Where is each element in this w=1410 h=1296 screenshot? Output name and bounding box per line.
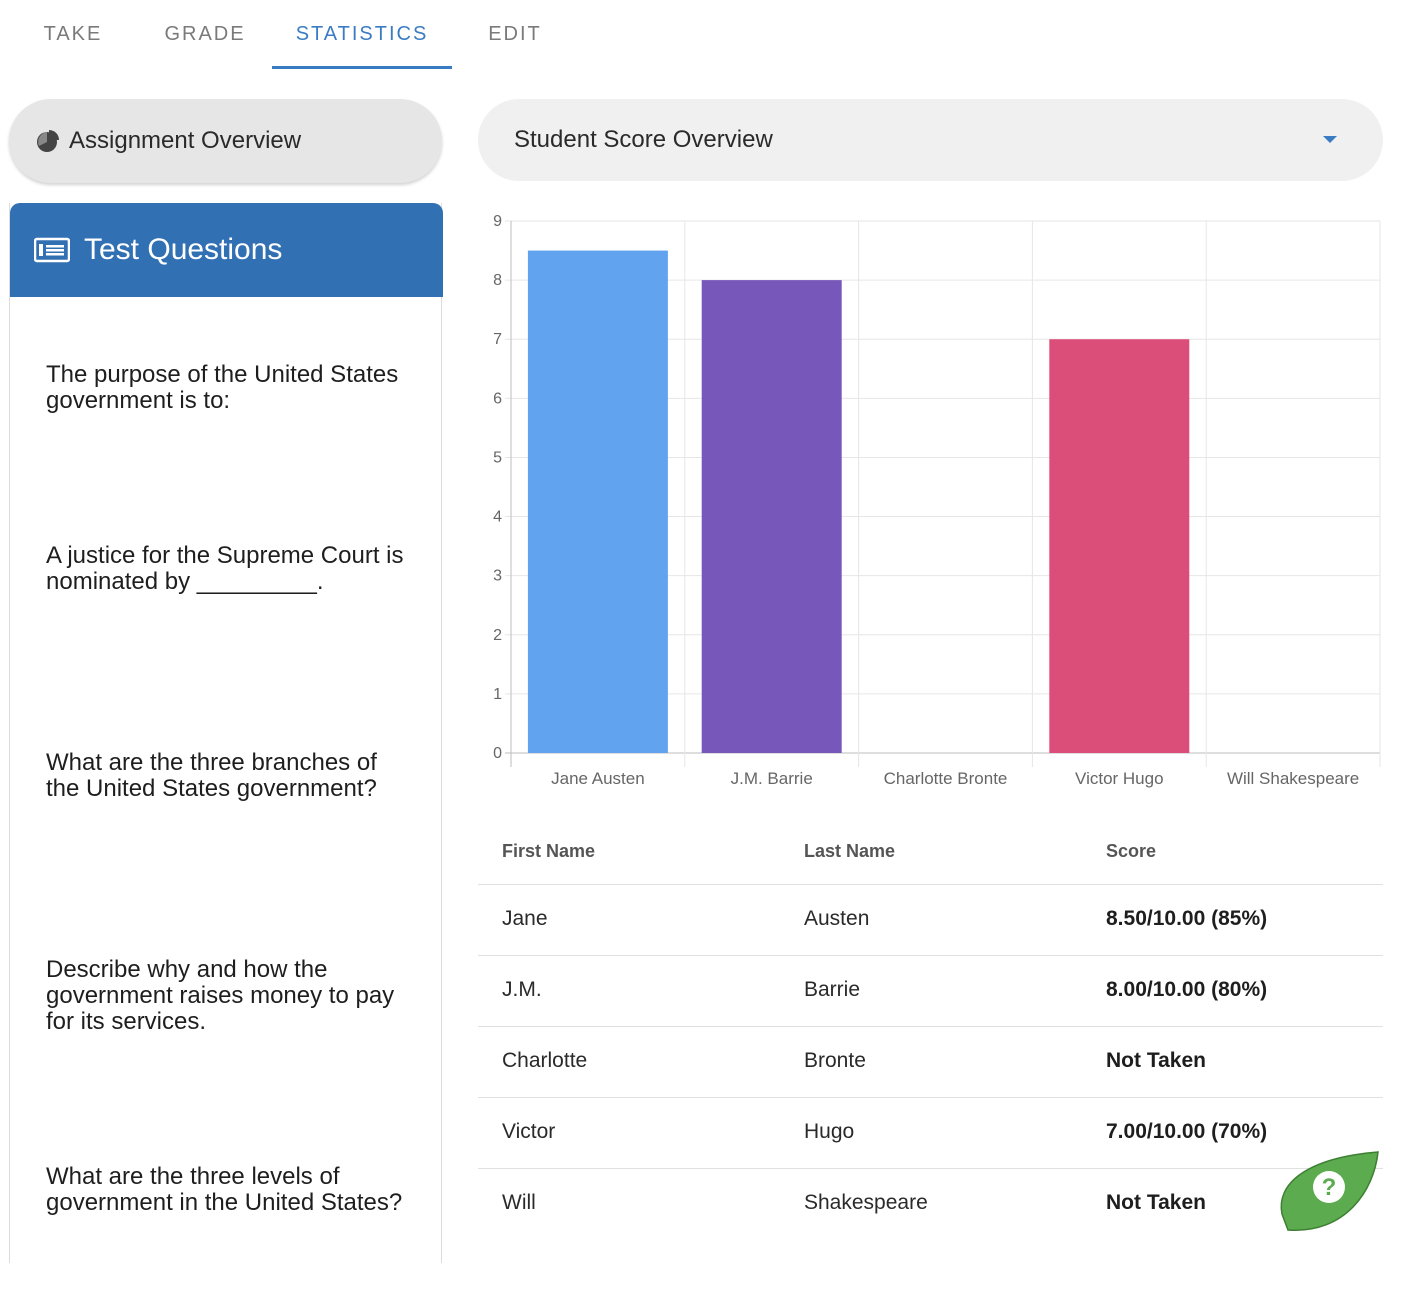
table-row: Jane Austen 8.50/10.00 (85%)	[478, 885, 1383, 956]
y-tick-label: 2	[493, 627, 502, 644]
first-name-cell: J.M.	[502, 978, 542, 1001]
first-name-cell: Will	[502, 1191, 536, 1214]
y-tick-label: 7	[493, 331, 502, 348]
score-cell: Not Taken	[1106, 1049, 1206, 1072]
active-tab-indicator	[272, 66, 452, 69]
question-item[interactable]: The purpose of the United States governm…	[46, 361, 399, 414]
x-tick-label: J.M. Barrie	[731, 769, 813, 788]
svg-text:?: ?	[1322, 1174, 1337, 1201]
table-header: First Name Last Name Score	[478, 815, 1383, 885]
bar	[701, 280, 842, 753]
student-score-chart-svg: 0 1 2 3 4 5 6 7 8 9 Jane Austen J.M. Barrie Charlott…	[493, 213, 1381, 788]
first-name-cell: Victor	[502, 1120, 556, 1143]
y-tick-label: 8	[493, 272, 502, 289]
question-item[interactable]: Describe why and how the government rais…	[46, 956, 395, 1035]
y-tick-label: 6	[493, 390, 502, 407]
bar	[1049, 339, 1190, 753]
score-cell: 7.00/10.00 (70%)	[1106, 1120, 1268, 1143]
score-overview-select[interactable]: Student Score Overview	[478, 99, 1383, 181]
x-tick-label: Victor Hugo	[1075, 769, 1164, 788]
y-tick-label: 5	[493, 449, 502, 466]
score-cell: Not Taken	[1106, 1191, 1206, 1214]
y-tick-label: 3	[493, 568, 502, 585]
first-name-cell: Charlotte	[502, 1049, 588, 1072]
table-row: Will Shakespeare Not Taken	[478, 1169, 1383, 1240]
caret-down-icon	[1323, 136, 1337, 143]
bar	[527, 250, 668, 754]
last-name-cell: Austen	[804, 907, 870, 930]
questions-panel: Test Questions The purpose of the United…	[9, 203, 443, 1263]
score-cell: 8.50/10.00 (85%)	[1106, 907, 1268, 930]
first-name-cell: Jane	[502, 907, 548, 930]
last-name-cell: Bronte	[804, 1049, 866, 1072]
help-button[interactable]: ?	[1276, 1150, 1380, 1234]
tab-statistics[interactable]: STATISTICS	[295, 23, 429, 45]
help-question-icon: ?	[1313, 1171, 1345, 1203]
questions-panel-title: Test Questions	[84, 233, 283, 266]
assignment-overview-button[interactable]: Assignment Overview	[9, 99, 442, 183]
y-tick-label: 1	[493, 686, 502, 703]
y-tick-label: 4	[493, 509, 502, 526]
student-score-chart: 0 1 2 3 4 5 6 7 8 9 Jane Austen J.M. Barrie Charlott…	[478, 205, 1388, 805]
question-item[interactable]: What are the three levels of government …	[46, 1163, 403, 1216]
tab-take[interactable]: TAKE	[43, 23, 103, 45]
table-row: Charlotte Bronte Not Taken	[478, 1027, 1383, 1098]
last-name-cell: Barrie	[804, 978, 861, 1001]
y-tick-label: 0	[493, 745, 502, 762]
last-name-cell: Shakespeare	[804, 1191, 928, 1214]
tab-edit[interactable]: EDIT	[488, 23, 542, 45]
y-tick-label: 9	[493, 213, 502, 230]
x-tick-label: Will Shakespeare	[1227, 769, 1359, 788]
score-cell: 8.00/10.00 (80%)	[1106, 978, 1268, 1001]
header-first-name: First Name	[502, 841, 596, 861]
table-row: Victor Hugo 7.00/10.00 (70%)	[478, 1098, 1383, 1169]
question-item[interactable]: What are the three branches of the Unite…	[46, 749, 377, 802]
assignment-overview-label: Assignment Overview	[69, 127, 302, 154]
questions-panel-header: Test Questions	[10, 203, 443, 297]
score-overview-selected: Student Score Overview	[514, 126, 773, 153]
last-name-cell: Hugo	[804, 1120, 855, 1143]
pie-chart-icon	[37, 130, 59, 152]
header-last-name: Last Name	[804, 841, 896, 861]
table-row: J.M. Barrie 8.00/10.00 (80%)	[478, 956, 1383, 1027]
tab-bar: TAKE GRADE STATISTICS EDIT	[0, 0, 1410, 72]
list-card-icon	[34, 237, 70, 263]
tab-grade[interactable]: GRADE	[164, 23, 246, 45]
header-score: Score	[1106, 841, 1157, 861]
x-tick-label: Charlotte Bronte	[884, 769, 1008, 788]
x-tick-label: Jane Austen	[551, 769, 645, 788]
student-score-table: First Name Last Name Score Jane Austen 8…	[478, 815, 1383, 1240]
question-item[interactable]: A justice for the Supreme Court is nomin…	[46, 542, 404, 595]
